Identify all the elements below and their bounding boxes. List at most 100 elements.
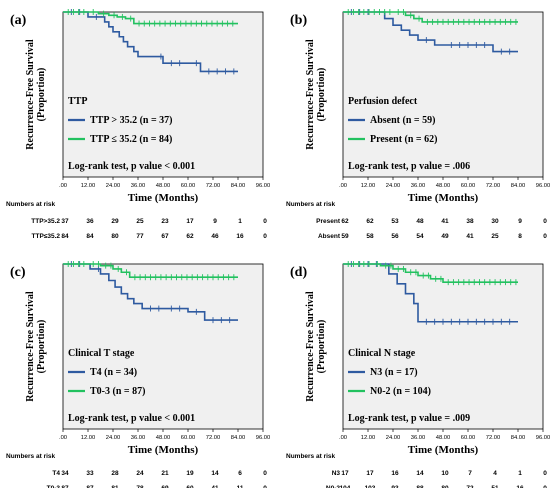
- risk-row-label: T0-3: [47, 485, 61, 488]
- x-tick-label: 72.00: [486, 435, 501, 441]
- risk-row-label: N0-2: [326, 485, 340, 488]
- risk-value: 51: [491, 485, 499, 488]
- risk-value: 8: [518, 233, 522, 240]
- legend-entry: N0-2 (n = 104): [370, 386, 431, 397]
- risk-value: 25: [491, 233, 499, 240]
- panel-1: (a) Recurrence-Free Survival (Proportion).…: [6, 9, 270, 240]
- risk-value: 1: [238, 218, 242, 225]
- x-axis-label: Time (Months): [128, 192, 199, 204]
- risk-value: 56: [391, 233, 399, 240]
- x-tick-label: 36.00: [411, 183, 426, 189]
- series-line-green: [63, 263, 238, 278]
- x-tick-label: 96.00: [536, 183, 550, 189]
- risk-value: 69: [161, 485, 169, 488]
- risk-value: 6: [238, 470, 242, 477]
- risk-heading: Numbers at risk: [286, 453, 336, 460]
- risk-row-label: T4: [52, 470, 60, 477]
- risk-value: 93: [391, 485, 399, 488]
- y-axis-label: (Proportion): [36, 68, 47, 122]
- risk-value: 0: [543, 485, 547, 488]
- risk-value: 14: [211, 470, 219, 477]
- legend-title: Clinical T stage: [68, 348, 135, 359]
- x-tick-label: 12.00: [361, 183, 376, 189]
- legend-entry: N3 (n = 17): [370, 367, 418, 378]
- x-tick-label: 96.00: [536, 435, 550, 441]
- x-tick-label: 72.00: [206, 435, 221, 441]
- risk-row-label: Present: [316, 218, 341, 225]
- risk-heading: Numbers at risk: [286, 201, 336, 208]
- x-tick-label: 12.00: [361, 435, 376, 441]
- legend-title: Perfusion defect: [348, 96, 418, 107]
- series-line-green: [343, 263, 518, 283]
- risk-value: 62: [186, 233, 194, 240]
- legend-entry: T0-3 (n = 87): [90, 386, 145, 397]
- risk-value: 80: [441, 485, 449, 488]
- x-tick-label: 12.00: [81, 183, 96, 189]
- x-tick-label: .00: [339, 183, 347, 189]
- risk-value: 19: [186, 470, 194, 477]
- stat-text: Log-rank test, p value = .009: [348, 413, 470, 424]
- y-axis-label: Recurrence-Free Survival: [25, 291, 36, 402]
- risk-value: 59: [341, 233, 349, 240]
- y-axis-label: (Proportion): [36, 320, 47, 374]
- risk-row-label: TTP>35.2: [31, 218, 60, 225]
- x-tick-label: 48.00: [156, 435, 171, 441]
- risk-value: 24: [136, 470, 144, 477]
- stat-text: Log-rank test, p value = .006: [348, 161, 470, 172]
- plot-area: [342, 263, 544, 430]
- risk-value: 7: [468, 470, 472, 477]
- risk-value: 38: [466, 218, 474, 225]
- plot-area: [62, 11, 264, 178]
- x-tick-label: 36.00: [131, 435, 146, 441]
- risk-value: 4: [493, 470, 497, 477]
- risk-value: 17: [366, 470, 374, 477]
- y-axis-label: Recurrence-Free Survival: [305, 291, 316, 402]
- x-tick-label: 84.00: [511, 435, 526, 441]
- risk-value: 29: [111, 218, 119, 225]
- legend-entry: Present (n = 62): [370, 134, 437, 145]
- risk-value: 23: [161, 218, 169, 225]
- legend-entry: TTP > 35.2 (n = 37): [90, 115, 173, 126]
- risk-value: 14: [416, 470, 424, 477]
- risk-value: 0: [543, 218, 547, 225]
- x-tick-label: 84.00: [511, 183, 526, 189]
- risk-value: 78: [136, 485, 144, 488]
- x-tick-label: 84.00: [231, 183, 246, 189]
- risk-value: 48: [416, 218, 424, 225]
- panel-label: (d): [290, 265, 307, 280]
- risk-value: 80: [111, 233, 119, 240]
- risk-value: 10: [441, 470, 449, 477]
- risk-value: 58: [366, 233, 374, 240]
- risk-value: 77: [136, 233, 144, 240]
- risk-value: 67: [161, 233, 169, 240]
- x-axis-label: Time (Months): [408, 444, 479, 456]
- stat-text: Log-rank test, p value < 0.001: [68, 161, 195, 172]
- y-axis-label: Recurrence-Free Survival: [305, 39, 316, 150]
- risk-value: 9: [213, 218, 217, 225]
- series-line-green: [63, 11, 238, 25]
- risk-value: 103: [365, 485, 376, 488]
- risk-value: 9: [518, 218, 522, 225]
- legend-entry: Absent (n = 59): [370, 115, 435, 126]
- x-tick-label: 60.00: [181, 435, 196, 441]
- x-tick-label: 96.00: [256, 183, 271, 189]
- risk-value: 0: [263, 233, 267, 240]
- x-tick-label: 36.00: [131, 183, 146, 189]
- risk-value: 30: [491, 218, 499, 225]
- risk-value: 88: [416, 485, 424, 488]
- risk-value: 81: [111, 485, 119, 488]
- risk-value: 62: [366, 218, 374, 225]
- risk-value: 0: [543, 470, 547, 477]
- x-tick-label: 72.00: [206, 183, 221, 189]
- legend-title: TTP: [68, 96, 87, 107]
- risk-value: 87: [61, 485, 69, 488]
- panel-label: (c): [10, 265, 26, 280]
- risk-value: 46: [211, 233, 219, 240]
- x-tick-label: 60.00: [461, 435, 476, 441]
- risk-value: 53: [391, 218, 399, 225]
- risk-value: 33: [86, 470, 94, 477]
- legend-entry: T4 (n = 34): [90, 367, 137, 378]
- risk-value: 54: [416, 233, 424, 240]
- x-tick-label: 84.00: [231, 435, 246, 441]
